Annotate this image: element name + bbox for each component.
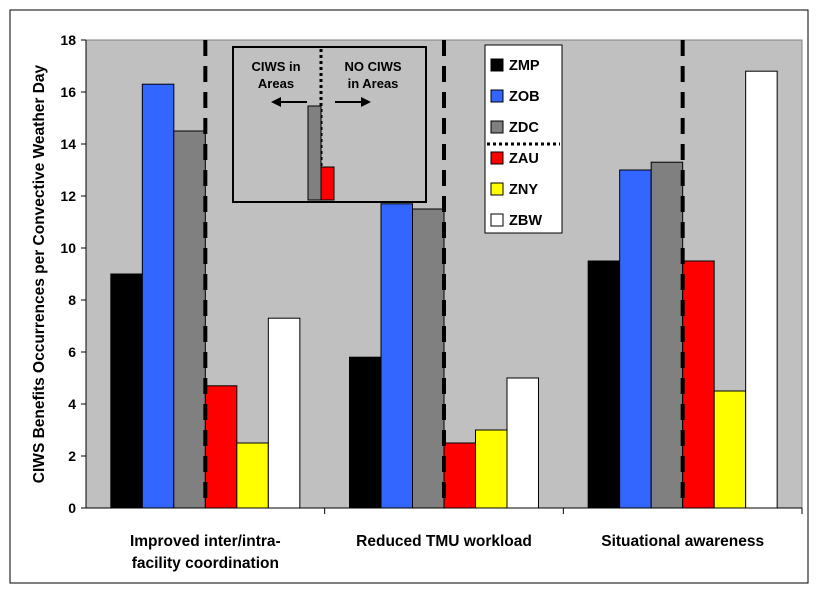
y-axis-label: CIWS Benefits Occurrences per Convective… — [31, 64, 48, 483]
x-category-label-line: facility coordination — [132, 555, 279, 572]
y-tick-label: 14 — [60, 136, 76, 152]
inset-bar-ciws — [307, 105, 322, 201]
bar-zny — [475, 429, 508, 509]
bar-zmp — [349, 356, 382, 509]
legend-box — [484, 44, 563, 234]
inset-right-label: NO CIWS in Areas — [344, 59, 401, 91]
bar-zmp — [587, 260, 621, 509]
x-category-label: Situational awareness — [601, 533, 764, 550]
x-category-label: Improved inter/intra-facility coordinati… — [130, 533, 281, 572]
bar-zdc — [173, 130, 206, 509]
bar-zny — [236, 442, 269, 509]
legend-swatch-zdc — [490, 120, 504, 134]
legend-swatch-zmp — [490, 58, 504, 72]
bar-zbw — [506, 377, 539, 509]
y-tick-label: 8 — [68, 292, 76, 308]
bar-zdc — [650, 161, 684, 509]
legend-label-zdc: ZDC — [509, 120, 539, 136]
x-category-label-line: Reduced TMU workload — [356, 533, 532, 550]
inset-panel: CIWS in Areas NO CIWS in Areas — [232, 46, 427, 203]
y-tick-label: 12 — [60, 188, 76, 204]
inset-right-label-line: in Areas — [348, 76, 399, 91]
legend-swatch-zny — [490, 182, 504, 196]
bar-zny — [713, 390, 747, 509]
bar-zbw — [745, 70, 778, 509]
legend-label-zbw: ZBW — [509, 213, 542, 229]
y-tick-label: 18 — [60, 32, 76, 48]
y-tick-label: 0 — [68, 500, 76, 516]
bar-zdc — [412, 208, 445, 509]
legend-swatch-zbw — [490, 213, 504, 227]
legend: ZMP ZOB ZDC ZAU ZNY ZBW — [484, 44, 563, 234]
bar-zob — [619, 169, 652, 509]
legend-label-zob: ZOB — [509, 89, 540, 105]
y-tick-label: 4 — [68, 396, 76, 412]
inset-bar-no-ciws — [320, 166, 335, 201]
bar-zob — [141, 83, 175, 509]
legend-swatch-zob — [490, 89, 504, 103]
x-axis-labels: Improved inter/intra-facility coordinati… — [130, 533, 764, 572]
y-tick-label: 2 — [68, 448, 76, 464]
inset-left-arrowhead — [271, 97, 281, 107]
bar-zau — [443, 442, 476, 509]
bar-zau — [682, 260, 715, 509]
inset-left-label-line: Areas — [258, 76, 294, 91]
inset-right-label-line: NO CIWS — [344, 59, 401, 74]
x-category-label: Reduced TMU workload — [356, 533, 532, 550]
y-tick-label: 10 — [60, 240, 76, 256]
x-category-label-line: Improved inter/intra- — [130, 533, 281, 550]
bar-zob — [380, 203, 413, 509]
bar-zbw — [267, 317, 301, 509]
legend-label-zny: ZNY — [509, 182, 538, 198]
bar-zau — [204, 385, 238, 509]
legend-label-zau: ZAU — [509, 151, 539, 167]
y-tick-label: 6 — [68, 344, 76, 360]
legend-swatch-zau — [490, 151, 504, 165]
bar-zmp — [110, 273, 143, 509]
dividers — [203, 40, 685, 508]
legend-label-zmp: ZMP — [509, 58, 540, 74]
y-tick-label: 16 — [60, 84, 76, 100]
inset-right-arrowhead — [361, 97, 371, 107]
x-category-label-line: Situational awareness — [601, 533, 764, 550]
bars — [110, 70, 803, 514]
inset-left-label: CIWS in Areas — [251, 59, 300, 91]
inset-left-label-line: CIWS in — [251, 59, 300, 74]
